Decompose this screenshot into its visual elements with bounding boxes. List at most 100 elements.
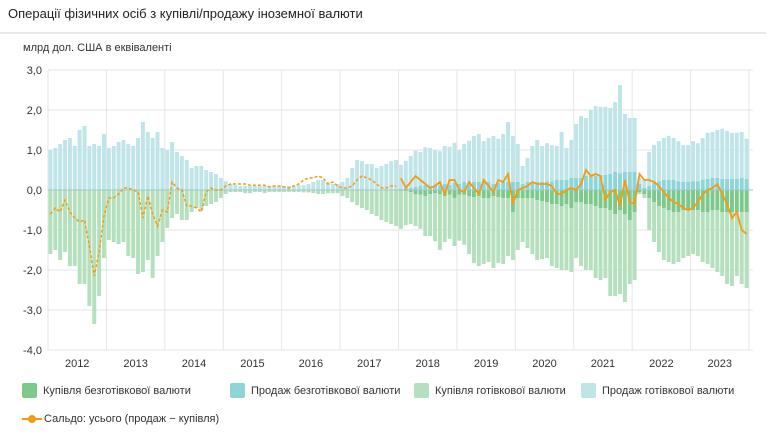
bar-cash-buy <box>433 193 437 242</box>
x-tick-label: 2015 <box>240 358 264 370</box>
bar-cash-sell <box>462 144 467 182</box>
bar-cash-sell <box>739 132 744 178</box>
bar-cash-sell <box>204 170 209 190</box>
y-tick-label: -3,0 <box>23 305 42 317</box>
bar-cash-sell <box>82 126 87 190</box>
bar-noncash-sell <box>613 172 618 190</box>
bar-cash-sell <box>598 106 603 175</box>
bar-noncash-buy <box>676 190 681 212</box>
balance-line <box>49 168 748 277</box>
bar-noncash-buy <box>700 190 705 212</box>
bar-noncash-buy <box>652 190 657 202</box>
y-tick-label: 1,0 <box>27 145 42 157</box>
bar-cash-buy <box>598 208 603 280</box>
bar-cash-sell <box>384 164 389 190</box>
bar-noncash-buy <box>428 190 433 194</box>
bar-cash-sell <box>179 156 184 190</box>
bar-noncash-buy <box>486 190 491 198</box>
bar-cash-sell <box>121 140 126 190</box>
x-tick-label: 2018 <box>415 358 439 370</box>
bar-noncash-buy <box>734 190 739 212</box>
bar-cash-sell <box>209 172 214 190</box>
bar-cash-sell <box>101 134 106 190</box>
bar-cash-buy <box>588 204 593 270</box>
bar-cash-sell <box>544 143 549 182</box>
legend-item-noncash-sell[interactable]: Продаж безготівкової валюти <box>230 383 400 398</box>
bar-noncash-sell <box>535 182 540 190</box>
y-tick-label: -4,0 <box>23 345 42 357</box>
bar-cash-sell <box>53 148 58 190</box>
bar-cash-buy <box>632 212 637 280</box>
bar-noncash-sell <box>564 180 569 190</box>
bar-cash-sell <box>608 108 613 174</box>
bar-noncash-sell <box>462 182 467 190</box>
bar-cash-buy <box>583 204 588 270</box>
bar-cash-buy <box>111 190 116 242</box>
bar-noncash-sell <box>661 180 666 190</box>
bar-cash-sell <box>535 140 540 182</box>
bar-cash-sell <box>67 138 72 190</box>
bar-cash-buy <box>170 190 175 218</box>
x-tick-label: 2016 <box>299 358 323 370</box>
bar-cash-buy <box>656 206 661 252</box>
y-axis-ticks: 3,0 2,0 1,0 0,0 -1,0 -2,0 -3,0 -4,0 <box>23 65 42 357</box>
bar-cash-sell <box>277 186 282 190</box>
bar-cash-buy <box>140 190 145 272</box>
bar-cash-buy <box>199 190 204 210</box>
bar-cash-sell <box>559 132 564 180</box>
bar-cash-buy <box>627 220 632 284</box>
bar-noncash-buy <box>642 190 647 194</box>
bar-cash-sell <box>199 166 204 190</box>
bar-cash-sell <box>676 141 681 182</box>
bar-cash-sell <box>325 182 330 190</box>
bar-cash-buy <box>277 190 282 192</box>
bar-cash-sell <box>379 166 384 190</box>
bar-cash-buy <box>77 190 82 284</box>
bar-noncash-sell <box>423 185 428 190</box>
bar-noncash-buy <box>656 190 661 206</box>
bar-noncash-buy <box>613 190 618 214</box>
bar-cash-sell <box>345 178 350 190</box>
bar-noncash-sell <box>603 174 608 190</box>
bar-cash-buy <box>652 202 657 242</box>
bar-noncash-sell <box>471 182 476 190</box>
bar-noncash-buy <box>691 190 696 210</box>
bar-cash-buy <box>389 190 394 224</box>
bar-cash-sell <box>564 148 569 180</box>
bar-cash-sell <box>355 160 360 190</box>
bar-noncash-buy <box>564 190 569 204</box>
bar-cash-sell <box>656 141 661 182</box>
bar-noncash-buy <box>403 190 408 192</box>
bar-noncash-buy <box>418 190 423 195</box>
bar-cash-sell <box>248 186 253 190</box>
bar-noncash-sell <box>652 182 657 190</box>
bar-cash-buy <box>559 206 564 270</box>
chart-area: 3,02,01,00,0-1,0-2,0-3,0-4,0 2012 2013 201… <box>23 65 753 370</box>
bar-cash-buy <box>471 197 476 264</box>
bar-noncash-sell <box>637 184 642 190</box>
bar-cash-buy <box>579 202 584 266</box>
bar-cash-sell <box>87 146 92 190</box>
bar-cash-buy <box>394 190 399 226</box>
legend-item-noncash-buy[interactable]: Купівля безготівкової валюти <box>22 383 191 398</box>
bar-cash-sell <box>729 132 734 179</box>
legend-item-cash-sell[interactable]: Продаж готівкової валюти <box>581 383 734 398</box>
bar-cash-buy <box>213 190 218 202</box>
bar-cash-buy <box>734 212 739 276</box>
bar-cash-sell <box>340 182 345 190</box>
bar-noncash-buy <box>647 190 652 198</box>
bar-noncash-buy <box>681 190 686 210</box>
legend-item-balance[interactable]: Сальдо: усього (продаж − купівля) <box>22 411 219 426</box>
bar-cash-buy <box>603 208 608 278</box>
bar-cash-buy <box>442 196 447 242</box>
y-tick-label: 0,0 <box>27 185 42 197</box>
bar-cash-buy <box>228 190 233 192</box>
bar-noncash-buy <box>452 190 457 198</box>
bar-cash-sell <box>48 150 53 190</box>
bar-cash-buy <box>496 197 501 264</box>
bar-cash-buy <box>642 194 647 198</box>
legend-label: Сальдо: усього (продаж − купівля) <box>44 412 220 425</box>
bar-cash-sell <box>369 164 374 190</box>
legend-item-cash-buy[interactable]: Купівля готівкової валюти <box>414 383 566 398</box>
bar-cash-sell <box>549 145 554 182</box>
